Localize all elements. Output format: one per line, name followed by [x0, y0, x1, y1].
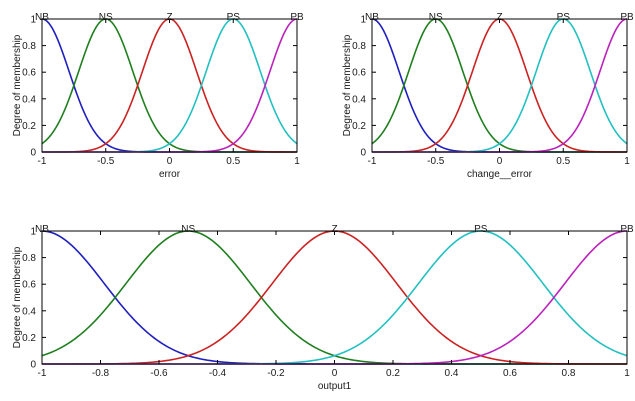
x-tick-label: -0.2 [267, 368, 285, 379]
x-tick-label: -1 [38, 368, 47, 379]
mf-curve-nb [371, 18, 627, 153]
mf-curve-z [42, 18, 297, 153]
y-axis-title: Degree of membership [12, 34, 23, 136]
mf-curve-pb [372, 18, 628, 153]
mf-curve-ps [372, 18, 628, 153]
y-tick-label: 0 [30, 148, 36, 159]
x-tick-label: -0.4 [209, 368, 227, 379]
mf-curve-z [372, 18, 627, 153]
x-tick-label: 0 [332, 368, 338, 379]
x-tick-label: 0.4 [445, 368, 459, 379]
x-tick-label: 0 [497, 156, 503, 167]
y-tick-label: 0.6 [22, 280, 36, 291]
mf-label-z: Z [331, 224, 337, 235]
x-tick-label: -0.5 [427, 156, 445, 167]
change-error-plot: -1 -0.5 0 0.5 100.20.40.60.81 NB NS Z PS PBchange… [342, 12, 634, 180]
axes-frame [41, 18, 298, 153]
x-tick-label: 1 [624, 156, 630, 167]
x-tick-label: 0.8 [562, 368, 576, 379]
y-tick-label: 0 [30, 360, 36, 371]
x-tick-label: 1 [294, 156, 300, 167]
x-tick-label: -0.8 [92, 368, 110, 379]
mf-curve-ns [41, 230, 627, 365]
y-tick-label: 1 [360, 15, 366, 26]
x-axis-title: error [159, 169, 181, 180]
x-tick-label: 0.6 [503, 368, 517, 379]
mf-label-z: Z [496, 12, 502, 23]
output1-plot: -1 -0.8 -0.6 -0.4 -0.2 0 0.2 0.4 0.6 0.8 1 0 0.2 0.4 0… [12, 224, 634, 392]
mf-label-nb: NB [365, 12, 379, 23]
y-tick-label: 0.4 [22, 94, 36, 105]
x-tick-label: -1 [38, 156, 47, 167]
x-tick-label: -0.6 [150, 368, 168, 379]
x-tick-label: -0.5 [97, 156, 115, 167]
error-plot: -1 -0.5 0 0.5 100.20.40.60.81 NB NS Z PS PBerrorD… [12, 12, 304, 180]
mf-label-ns: NS [99, 12, 113, 23]
mf-curve-nb [41, 18, 297, 153]
x-tick-label: 1 [624, 368, 630, 379]
mf-curve-ns [41, 18, 297, 153]
x-tick-label: 0.5 [226, 156, 240, 167]
axes-frame [41, 230, 628, 365]
y-tick-label: 0.8 [22, 253, 36, 264]
y-tick-label: 0.8 [22, 41, 36, 52]
x-tick-label: 0.5 [556, 156, 570, 167]
mf-label-pb: PB [620, 12, 634, 23]
mf-curve-ns [371, 18, 627, 153]
mf-label-ns: NS [429, 12, 443, 23]
mf-curve-pb [42, 230, 628, 365]
mf-label-pb: PB [290, 12, 304, 23]
y-tick-label: 0.8 [352, 41, 366, 52]
mf-curve-nb [41, 230, 627, 365]
mf-label-ns: NS [181, 224, 195, 235]
x-tick-label: 0 [167, 156, 173, 167]
x-axis-title: output1 [318, 381, 352, 392]
x-tick-label: -1 [368, 156, 377, 167]
y-tick-label: 0.2 [22, 121, 36, 132]
y-tick-label: 1 [30, 227, 36, 238]
y-tick-label: 0.6 [22, 68, 36, 79]
y-tick-label: 0.4 [22, 306, 36, 317]
y-tick-label: 0.2 [22, 333, 36, 344]
mf-curve-z [42, 230, 627, 365]
mf-label-ps: PS [474, 224, 488, 235]
mf-label-z: Z [166, 12, 172, 23]
mf-label-pb: PB [620, 224, 634, 235]
x-tick-label: 0.2 [386, 368, 400, 379]
axes-frame [371, 18, 628, 153]
y-tick-label: 0.2 [352, 121, 366, 132]
mf-label-nb: NB [35, 224, 49, 235]
y-axis-title: Degree of membership [342, 34, 353, 136]
mf-label-ps: PS [227, 12, 241, 23]
mf-curve-pb [42, 18, 298, 153]
x-axis-title: change__error [467, 169, 533, 180]
mf-label-nb: NB [35, 12, 49, 23]
mf-label-ps: PS [557, 12, 571, 23]
y-axis-title: Degree of membership [12, 246, 23, 348]
y-tick-label: 0.6 [352, 68, 366, 79]
y-tick-label: 0 [360, 148, 366, 159]
mf-curve-ps [42, 18, 298, 153]
mf-curve-ps [42, 230, 628, 365]
y-tick-label: 1 [30, 15, 36, 26]
y-tick-label: 0.4 [352, 94, 366, 105]
